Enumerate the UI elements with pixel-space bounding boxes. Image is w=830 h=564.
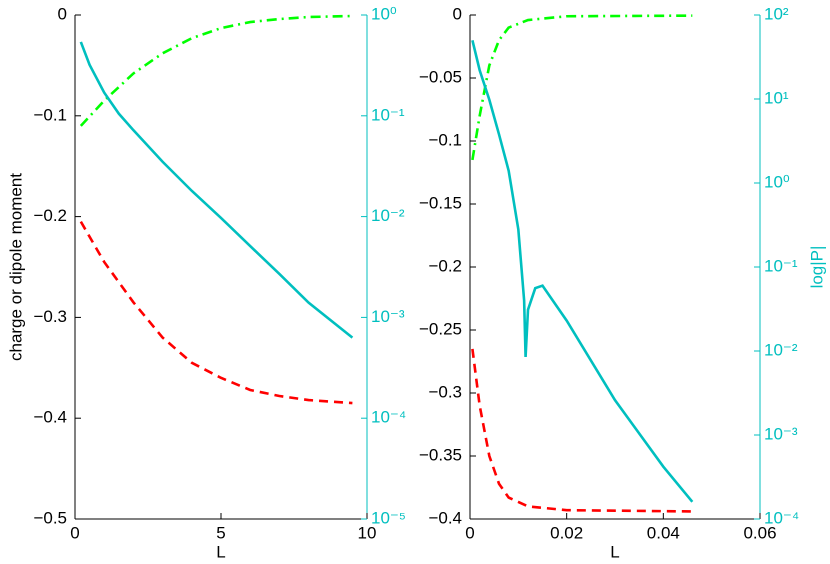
y2-tick-label: 10⁻³ <box>764 424 798 443</box>
y-tick-label: −0.35 <box>419 445 462 464</box>
line-series <box>79 220 353 405</box>
line-series <box>471 348 693 513</box>
x-tick-label: 0.04 <box>647 523 680 542</box>
line-series <box>79 41 354 339</box>
y-tick-label: −0.1 <box>33 105 67 124</box>
y-tick-label: −0.5 <box>33 508 67 527</box>
x-tick-label: 0 <box>465 523 474 542</box>
y2-tick-label: 10¹ <box>764 88 789 107</box>
y-tick-label: 0 <box>58 4 67 23</box>
y-tick-label: −0.15 <box>419 193 462 212</box>
line-series <box>79 14 353 127</box>
y-tick-label: −0.3 <box>33 307 67 326</box>
y-tick-label: −0.25 <box>419 319 462 338</box>
x-tick-label: 0.02 <box>550 523 583 542</box>
y2-tick-label: 10⁻⁵ <box>371 508 406 527</box>
y-tick-label: 0 <box>453 4 462 23</box>
y2-tick-label: 10⁰ <box>764 172 790 191</box>
x-axis-label: L <box>610 542 619 561</box>
y-tick-label: −0.2 <box>33 206 67 225</box>
y-tick-label: −0.2 <box>428 256 462 275</box>
y2-tick-label: 10⁻¹ <box>371 105 405 124</box>
x-tick-label: 0 <box>70 523 79 542</box>
y-tick-label: −0.1 <box>428 130 462 149</box>
y-tick-label: −0.05 <box>419 67 462 86</box>
y-tick-label: −0.3 <box>428 382 462 401</box>
y2-tick-label: 10⁻⁴ <box>764 508 799 527</box>
y2-tick-label: 10² <box>764 4 789 23</box>
y2-tick-label: 10⁻² <box>371 206 405 225</box>
y2-tick-label: 10⁻¹ <box>764 256 798 275</box>
line-series <box>471 14 693 161</box>
y2-tick-label: 10⁻² <box>764 340 798 359</box>
x-tick-label: 10 <box>358 523 377 542</box>
y-tick-label: −0.4 <box>428 508 462 527</box>
x-tick-label: 0.06 <box>743 523 776 542</box>
y-tick-label: −0.4 <box>33 408 67 427</box>
x-axis-label: L <box>216 542 225 561</box>
y2-tick-label: 10⁻³ <box>371 307 405 326</box>
y-axis-label: charge or dipole moment <box>6 173 25 361</box>
line-series <box>471 39 694 503</box>
y2-axis-label: log|P| <box>807 246 826 289</box>
y2-tick-label: 10⁻⁴ <box>371 408 406 427</box>
y2-tick-label: 10⁰ <box>371 4 397 23</box>
x-tick-label: 5 <box>216 523 225 542</box>
